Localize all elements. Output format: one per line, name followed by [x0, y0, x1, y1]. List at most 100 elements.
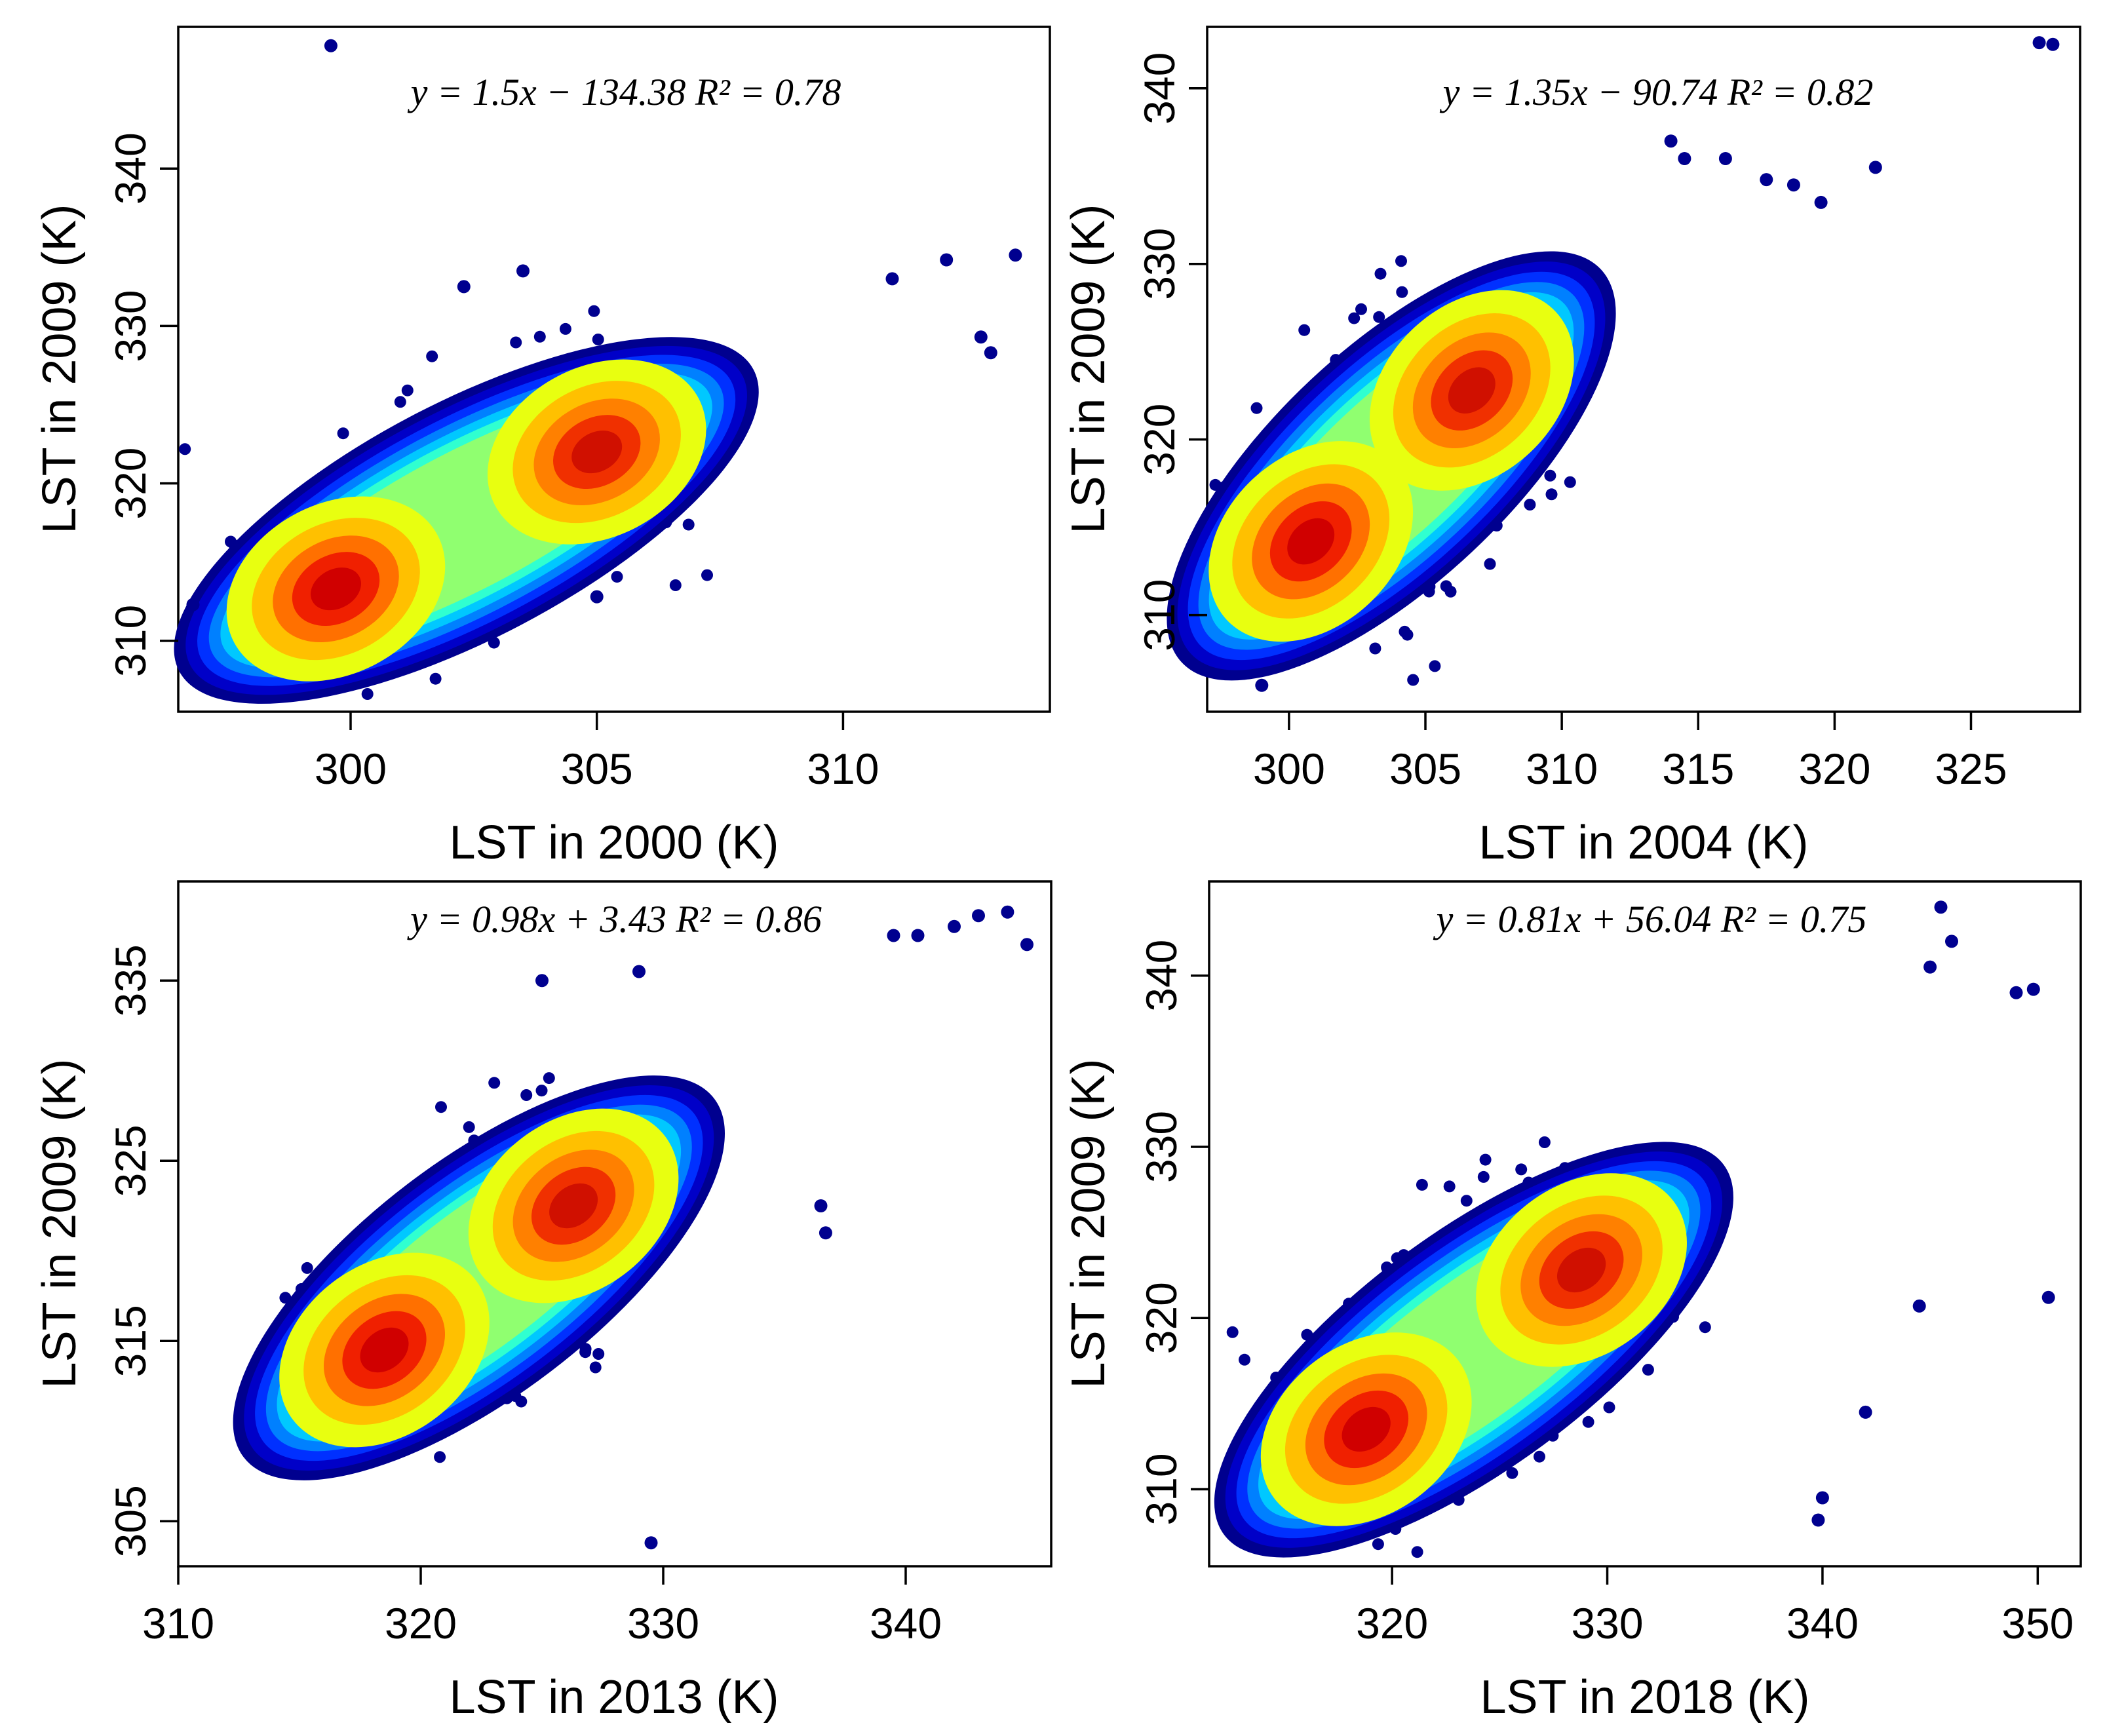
y-axis-label: LST in 2009 (K): [33, 1059, 86, 1389]
outlier-point: [819, 1226, 832, 1240]
outlier-point: [1945, 935, 1958, 948]
scatter-point: [301, 1262, 313, 1274]
outlier-point: [1718, 152, 1732, 165]
y-axis-ticks: 305 315 325 335: [106, 944, 178, 1557]
outlier-point: [1678, 152, 1691, 165]
y-axis-label: LST in 2009 (K): [1062, 1059, 1115, 1389]
scatter-point: [1226, 1326, 1239, 1338]
scatter-point: [1506, 1467, 1518, 1479]
x-axis-label: LST in 2004 (K): [1479, 817, 1809, 869]
outlier-point: [940, 253, 954, 267]
scatter-point: [682, 518, 695, 531]
x-axis-label: LST in 2018 (K): [1480, 1671, 1810, 1724]
outlier-point: [1814, 195, 1828, 209]
panel-2018-vs-2009: 320 330 340 350 310 320 330 340 y = 0.81x + 56…: [1062, 880, 2082, 1724]
x-tick-label: 330: [627, 1599, 699, 1648]
scatter-point: [1239, 1353, 1250, 1366]
density-core: [571, 431, 623, 474]
panel-2004-vs-2009: 300 305 310 315 320 325 310 320 330 340 y = 1.35…: [1062, 26, 2081, 869]
x-axis-ticks: 300 305 310 315 320 325: [1253, 712, 2007, 793]
x-tick-label: 320: [385, 1599, 457, 1648]
y-tick-label: 310: [1137, 1453, 1186, 1525]
scatter-point: [434, 1451, 446, 1463]
scatter-point: [361, 688, 374, 700]
outlier-point: [887, 929, 900, 942]
scatter-point: [1440, 580, 1452, 592]
x-tick-label: 325: [1935, 744, 2007, 793]
outlier-point: [1934, 900, 1948, 914]
scatter-point: [515, 1395, 528, 1408]
y-tick-label: 310: [106, 605, 155, 677]
scatter-point: [1515, 1163, 1528, 1176]
outlier-point: [885, 272, 899, 286]
outlier-point: [535, 974, 549, 988]
panel-2013-vs-2009: 310 320 330 340 305 315 325 335 y = 0.98x + 3.…: [33, 880, 1052, 1724]
scatter-point: [1603, 1401, 1615, 1414]
y-axis-ticks: 310 320 330 340: [1137, 940, 1209, 1526]
scatter-point: [1369, 642, 1381, 655]
scatter-point: [435, 1101, 447, 1113]
scatter-point: [179, 443, 191, 455]
x-tick-label: 310: [807, 744, 879, 793]
density-core: [1556, 1247, 1606, 1293]
scatter-point: [1699, 1321, 1711, 1334]
x-axis-label: LST in 2000 (K): [450, 817, 779, 869]
scatter-point: [463, 1121, 475, 1133]
scatter-point: [394, 396, 406, 408]
plot-frame: [177, 26, 1051, 713]
outlier-point: [644, 1536, 658, 1550]
y-axis-label: LST in 2009 (K): [33, 204, 86, 534]
x-tick-label: 320: [1798, 744, 1870, 793]
scatter-point: [611, 571, 623, 583]
x-axis-ticks: 300 305 310: [315, 712, 879, 793]
outlier-point: [186, 598, 200, 611]
plot-frame: [177, 880, 1052, 1568]
x-tick-label: 340: [870, 1599, 942, 1648]
y-tick-label: 330: [1135, 228, 1184, 300]
y-tick-label: 335: [106, 944, 155, 1016]
y-tick-label: 320: [106, 448, 155, 520]
x-tick-label: 300: [1253, 744, 1325, 793]
outlier-point: [1760, 173, 1773, 187]
regression-equation: y = 1.35x − 90.74 R² = 0.82: [1440, 71, 1874, 113]
density-core: [360, 1327, 409, 1373]
scatter-point: [426, 350, 438, 362]
scatter-point: [1411, 1546, 1423, 1558]
outlier-point: [1664, 134, 1678, 148]
outlier-point: [1786, 178, 1800, 192]
scatter-point: [1298, 324, 1311, 336]
scatter-point: [559, 322, 571, 335]
scatter-point: [1348, 312, 1361, 324]
scatter-point: [1250, 402, 1263, 414]
outlier-point: [1020, 938, 1033, 952]
scatter-points: [1214, 900, 2055, 1558]
scatter-point: [1545, 488, 1558, 501]
scatter-point: [1534, 1450, 1545, 1463]
scatter-point: [1401, 628, 1414, 641]
density-core: [311, 568, 361, 611]
y-tick-label: 330: [106, 290, 155, 362]
outlier-point: [1912, 1299, 1926, 1313]
outlier-point: [457, 280, 471, 294]
outlier-point: [2026, 982, 2040, 996]
scatter-point: [520, 1089, 533, 1101]
y-axis-ticks: 310 320 330 340: [1135, 52, 1207, 651]
scatter-point: [1477, 1170, 1490, 1183]
outlier-point: [972, 909, 985, 923]
scatter-point: [1443, 1180, 1456, 1193]
scatter-point: [1395, 255, 1407, 267]
scatter-point: [543, 1072, 555, 1085]
y-tick-label: 315: [106, 1305, 155, 1377]
y-tick-label: 340: [106, 132, 155, 204]
scatter-point: [1582, 1416, 1594, 1428]
x-axis-label: LST in 2013 (K): [450, 1671, 779, 1724]
x-axis-ticks: 310 320 330 340: [142, 1566, 942, 1648]
y-tick-label: 325: [106, 1125, 155, 1197]
scatter-point: [1479, 1153, 1492, 1166]
scatter-point: [1460, 1195, 1473, 1207]
x-tick-label: 340: [1786, 1599, 1859, 1648]
outlier-point: [1001, 905, 1014, 919]
x-tick-label: 305: [561, 744, 633, 793]
scatter-point: [1374, 267, 1387, 280]
plot-frame: [1208, 880, 2082, 1568]
